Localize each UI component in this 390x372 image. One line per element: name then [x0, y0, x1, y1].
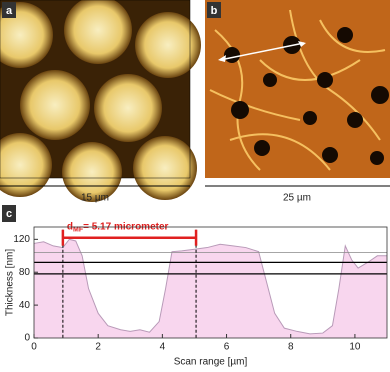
- scale-label: 25 µm: [283, 193, 311, 204]
- y-tick-label: 120: [13, 234, 30, 245]
- x-tick-label: 0: [31, 342, 37, 353]
- x-tick-label: 8: [288, 342, 294, 353]
- panel-label: a: [6, 5, 13, 17]
- x-tick-label: 6: [224, 342, 230, 353]
- x-axis-label: Scan range [µm]: [174, 357, 248, 368]
- panel-a-image: [0, 0, 201, 202]
- scale-label: 15 µm: [81, 193, 109, 204]
- label-box: [2, 2, 16, 18]
- y-axis-label: Thickness [nm]: [5, 249, 16, 316]
- y-tick-label: 40: [19, 300, 31, 311]
- label-box: [2, 205, 16, 222]
- x-tick-label: 4: [160, 342, 166, 353]
- panel-label: c: [6, 208, 12, 220]
- panel-b-image: [205, 0, 390, 178]
- x-tick-label: 10: [349, 342, 361, 353]
- y-tick-label: 80: [19, 267, 31, 278]
- annotation-subscript: MF: [73, 227, 84, 234]
- x-tick-label: 2: [95, 342, 101, 353]
- line: [33, 238, 387, 335]
- panel-label: b: [211, 5, 218, 17]
- label-box: [207, 2, 221, 18]
- area: [34, 239, 387, 338]
- plot-frame: [33, 226, 388, 339]
- annotation: dMF= 5.17 micrometer: [67, 221, 169, 234]
- y-tick-label: 0: [24, 333, 30, 344]
